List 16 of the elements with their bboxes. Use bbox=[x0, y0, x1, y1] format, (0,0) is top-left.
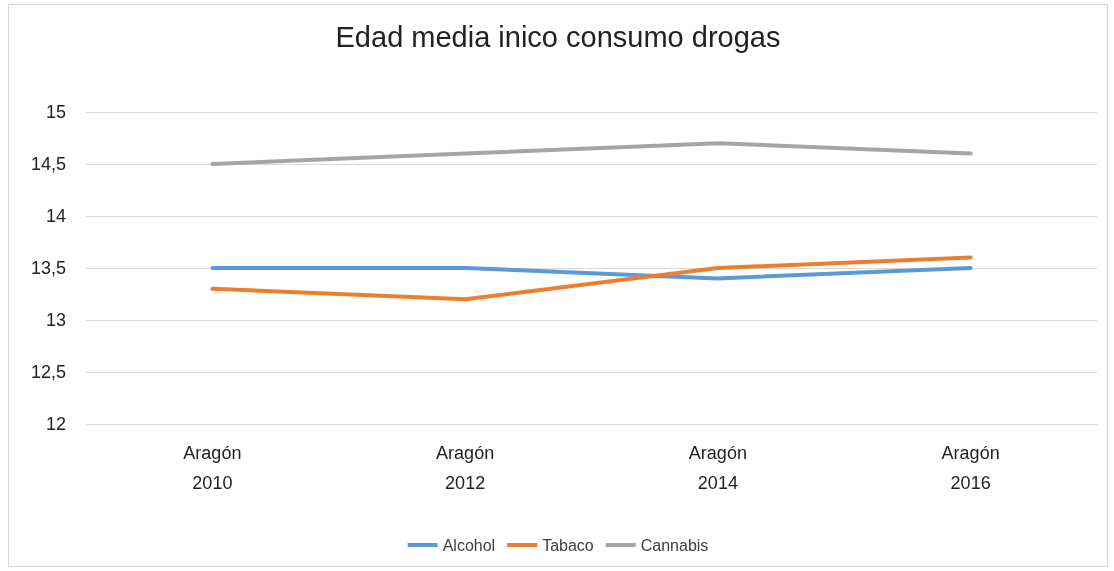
legend-label: Alcohol bbox=[442, 536, 496, 554]
legend-label: Cannabis bbox=[640, 536, 709, 554]
legend-label: Tabaco bbox=[542, 536, 594, 554]
y-tick-label: 14,5 bbox=[30, 154, 66, 174]
x-tick-label: Aragón 2014 bbox=[688, 443, 747, 493]
y-tick-label: 12,5 bbox=[30, 362, 66, 382]
y-tick-label: 14 bbox=[45, 206, 66, 226]
x-tick-label: Aragón 2010 bbox=[183, 443, 242, 493]
chart-title: Edad media inico consumo drogas bbox=[335, 20, 781, 53]
x-tick-label: Aragón 2016 bbox=[941, 443, 1000, 493]
y-tick-label: 15 bbox=[45, 102, 66, 122]
y-tick-label: 13 bbox=[45, 310, 66, 330]
y-tick-label: 13,5 bbox=[30, 258, 66, 278]
x-tick-label: Aragón 2012 bbox=[436, 443, 495, 493]
line-series bbox=[210, 255, 973, 302]
y-tick-label: 12 bbox=[45, 414, 66, 434]
